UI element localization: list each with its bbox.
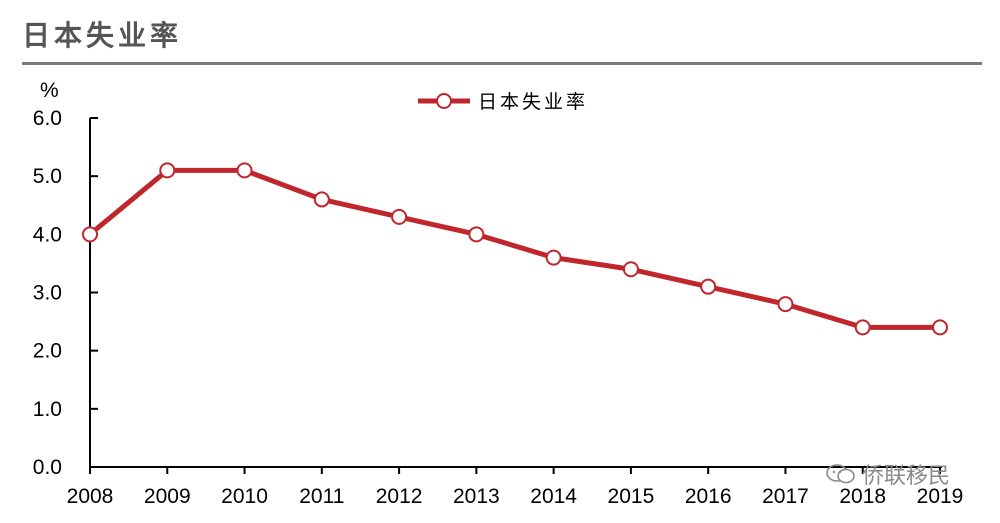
chat-bubble-icon [826, 464, 855, 484]
x-tick-label: 2013 [453, 485, 500, 508]
data-point [159, 162, 176, 179]
y-tick-label: 6.0 [33, 107, 62, 130]
data-point [932, 319, 948, 336]
x-tick-label: 2015 [608, 485, 655, 508]
title-divider [22, 62, 982, 65]
x-tick-label: 2017 [762, 485, 809, 508]
data-point [236, 162, 253, 179]
data-point [622, 261, 639, 278]
axes: 0.0 1.0 2.0 3.0 4.0 5.0 6.0 2008 2009 2010 2011 201… [33, 107, 964, 508]
data-point [777, 296, 794, 313]
x-tick-label: 2009 [144, 485, 191, 508]
y-tick-label: 4.0 [33, 223, 62, 246]
data-point [468, 226, 485, 243]
data-point [391, 208, 408, 225]
x-tick-label: 2016 [685, 485, 732, 508]
watermark: 侨联移民 [826, 458, 950, 490]
y-tick-label: 0.0 [33, 456, 62, 479]
legend-label: 日本失业率 [478, 91, 588, 113]
data-point [545, 249, 562, 266]
y-tick-label: 3.0 [33, 282, 62, 305]
watermark-text: 侨联移民 [862, 464, 951, 489]
x-tick-label: 2012 [376, 485, 423, 508]
y-unit-label: % [40, 79, 59, 102]
series-line [88, 167, 940, 330]
x-tick-label: 2008 [67, 485, 114, 508]
data-point [313, 191, 330, 208]
x-tick-label: 2019 [917, 485, 964, 508]
data-point [854, 319, 871, 336]
y-tick-label: 1.0 [33, 398, 62, 421]
page-title: 日本失业率 [22, 19, 183, 52]
x-tick-label: 2010 [221, 485, 268, 508]
data-point [82, 226, 98, 243]
legend: 日本失业率 [418, 91, 588, 113]
series-layer [82, 162, 948, 336]
y-tick-label: 5.0 [33, 165, 62, 188]
x-tick-label: 2014 [530, 485, 577, 508]
x-tick-label: 2018 [839, 485, 886, 508]
x-tick-label: 2011 [299, 485, 344, 508]
legend-marker [436, 93, 452, 109]
data-point [700, 278, 717, 295]
y-tick-label: 2.0 [33, 340, 62, 363]
